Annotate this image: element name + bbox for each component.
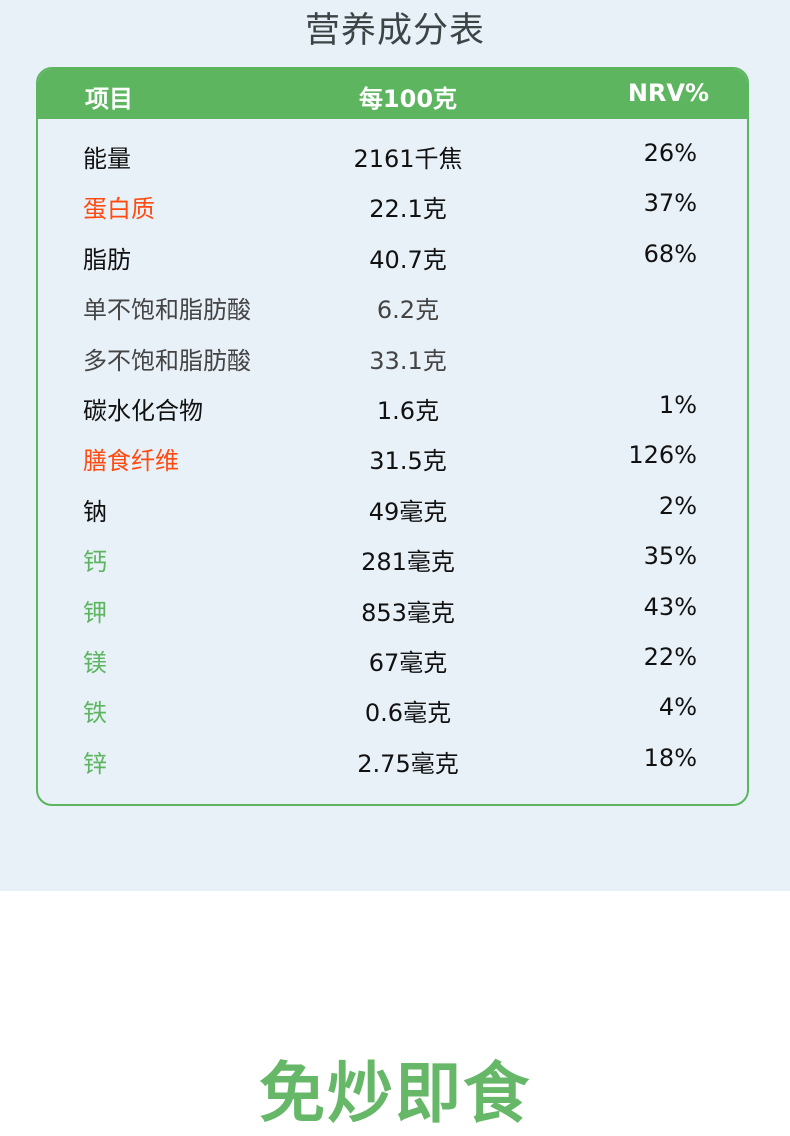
- nutrient-name: 铁: [83, 699, 107, 728]
- table-row: 铁 0.6毫克 4%: [38, 687, 747, 727]
- nutrient-value: 67毫克: [368, 649, 448, 677]
- nutrient-nrv: 37%: [643, 189, 697, 218]
- header-nrv: NRV%: [627, 79, 709, 107]
- nutrition-section: 营养成分表 项目 每100克 NRV% 能量 2161千焦 26% 蛋白质 22.1克 3…: [0, 0, 790, 891]
- nutrient-name: 钠: [83, 497, 107, 526]
- nutrient-value: 40.7克: [369, 245, 447, 274]
- nutrient-value: 1.6克: [376, 397, 440, 425]
- table-row: 脂肪 40.7克 68%: [38, 234, 747, 274]
- nutrient-nrv: 1%: [658, 391, 697, 419]
- nutrient-value: 6.2克: [376, 296, 440, 325]
- nutrient-value: 2161千焦: [353, 145, 463, 173]
- table-row: 蛋白质 22.1克 37%: [38, 183, 747, 223]
- nutrient-value: 281毫克: [361, 548, 455, 577]
- nutrient-nrv: 126%: [628, 441, 697, 470]
- table-header: 项目 每100克 NRV%: [38, 69, 747, 119]
- nutrient-value: 0.6毫克: [364, 699, 452, 728]
- section-title: 免炒即食: [259, 1055, 531, 1132]
- nutrient-name: 膳食纤维: [83, 447, 179, 476]
- header-per100: 每100克: [358, 85, 458, 113]
- table-row: 碳水化合物 1.6克 1%: [38, 385, 747, 425]
- nutrient-name: 单不饱和脂肪酸: [83, 296, 251, 325]
- nutrient-name: 碳水化合物: [83, 397, 203, 425]
- nutrition-table: 项目 每100克 NRV% 能量 2161千焦 26% 蛋白质 22.1克 37% 脂肪 40…: [36, 67, 749, 806]
- nutrient-nrv: 2%: [658, 491, 697, 520]
- nutrient-value: 31.5克: [369, 447, 447, 476]
- nutrient-nrv: 4%: [658, 693, 697, 722]
- page-title: 营养成分表: [304, 11, 485, 51]
- nutrient-value: 33.1克: [369, 346, 447, 375]
- nutrient-value: 22.1克: [369, 195, 447, 224]
- nutrient-nrv: 43%: [643, 592, 697, 621]
- nutrient-name: 钙: [83, 548, 107, 577]
- nutrient-name: 多不饱和脂肪酸: [83, 346, 251, 375]
- nutrient-name: 锌: [83, 749, 107, 778]
- nutrient-nrv: 22%: [643, 643, 697, 671]
- nutrient-value: 853毫克: [361, 598, 455, 627]
- table-row: 钠 49毫克 2%: [38, 486, 747, 526]
- nutrient-nrv: 68%: [643, 239, 697, 268]
- nutrient-nrv: 26%: [643, 139, 697, 167]
- table-row: 钾 853毫克 43%: [38, 587, 747, 627]
- nutrient-nrv: 35%: [643, 542, 697, 571]
- table-row: 膳食纤维 31.5克 126%: [38, 435, 747, 475]
- nutrient-value: 49毫克: [368, 497, 448, 526]
- table-row: 多不饱和脂肪酸 33.1克: [38, 335, 747, 375]
- nutrient-name: 蛋白质: [83, 195, 155, 224]
- header-item: 项目: [85, 85, 133, 113]
- table-row: 单不饱和脂肪酸 6.2克: [38, 284, 747, 324]
- table-row: 钙 281毫克 35%: [38, 536, 747, 576]
- table-row: 能量 2161千焦 26%: [38, 133, 747, 173]
- nutrient-nrv: 18%: [643, 743, 697, 772]
- nutrient-name: 能量: [83, 145, 131, 173]
- nutrient-name: 脂肪: [83, 245, 131, 274]
- nutrient-name: 镁: [83, 649, 107, 677]
- table-row: 镁 67毫克 22%: [38, 637, 747, 677]
- nutrient-name: 钾: [83, 598, 107, 627]
- table-row: 锌 2.75毫克 18%: [38, 738, 747, 778]
- nutrient-value: 2.75毫克: [357, 749, 459, 778]
